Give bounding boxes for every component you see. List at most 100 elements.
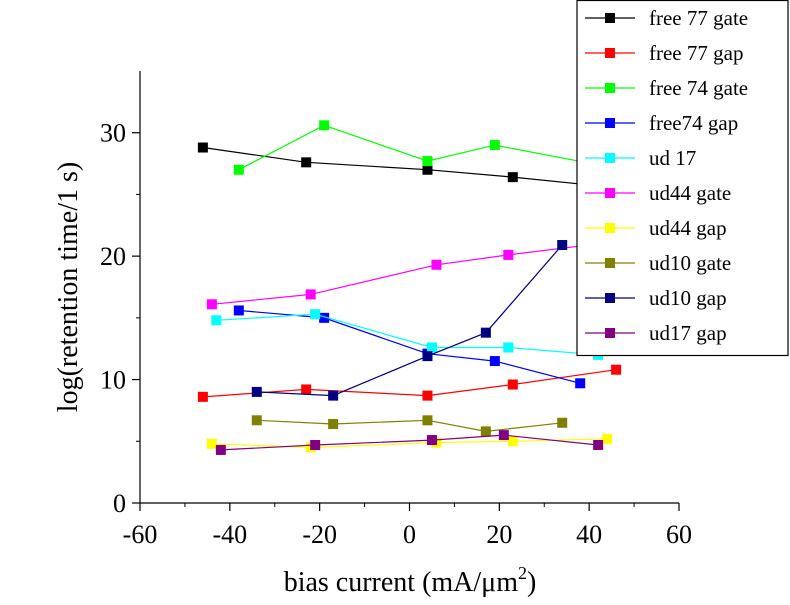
- data-point: [211, 315, 222, 326]
- data-point: [422, 390, 433, 401]
- x-axis-title: bias current (mA/μm2): [284, 563, 537, 598]
- legend-label: ud10 gap: [649, 286, 727, 310]
- legend-label: free 77 gate: [649, 6, 748, 30]
- legend-marker: [605, 293, 615, 303]
- legend-label: ud 17: [649, 146, 696, 170]
- data-point: [422, 351, 433, 362]
- series-3: [233, 305, 586, 389]
- series-5: [206, 238, 604, 310]
- data-point: [507, 379, 518, 390]
- data-point: [602, 433, 613, 444]
- legend-entry: ud44 gate: [585, 181, 731, 205]
- data-point: [233, 164, 244, 175]
- data-point: [305, 289, 316, 300]
- data-point: [310, 439, 321, 450]
- legend-marker: [605, 13, 615, 23]
- x-tick-label: 60: [666, 520, 692, 549]
- series-line: [238, 309, 581, 384]
- series-line: [220, 434, 599, 451]
- series-line: [216, 313, 599, 356]
- legend-entry: ud10 gap: [585, 286, 727, 310]
- data-point: [197, 142, 208, 153]
- data-point: [215, 444, 226, 455]
- data-point: [489, 356, 500, 367]
- data-point: [319, 312, 330, 323]
- legend: free 77 gate free 77 gap free 74 gate free7…: [576, 0, 789, 357]
- y-axis: 0 10 20 30: [100, 119, 140, 518]
- data-point: [301, 384, 312, 395]
- legend-marker: [605, 188, 615, 198]
- legend-entry: free 77 gap: [585, 41, 743, 65]
- series-7: [251, 415, 568, 437]
- legend-marker: [605, 153, 615, 163]
- series-line: [238, 124, 599, 171]
- data-point: [480, 426, 491, 437]
- data-point: [422, 156, 433, 167]
- data-point: [251, 386, 262, 397]
- x-tick-label: 0: [403, 520, 416, 549]
- data-point: [328, 390, 339, 401]
- data-point: [422, 415, 433, 426]
- data-point: [431, 259, 442, 270]
- y-axis-title: log(retention time/1 s): [53, 162, 84, 412]
- legend-entry: ud 17: [585, 146, 696, 170]
- data-point: [426, 435, 437, 446]
- data-point: [507, 172, 518, 183]
- legend-marker: [605, 48, 615, 58]
- series-9: [215, 430, 604, 455]
- series-line: [256, 419, 563, 433]
- legend-label: free 77 gap: [649, 41, 743, 65]
- series-line: [211, 243, 599, 305]
- x-tick-label: 20: [486, 520, 512, 549]
- legend-entry: free 74 gate: [585, 76, 748, 100]
- data-point: [557, 240, 568, 251]
- legend-marker: [605, 83, 615, 93]
- data-point: [480, 327, 491, 338]
- data-point: [310, 309, 321, 320]
- data-point: [301, 157, 312, 168]
- series-layer: [197, 120, 622, 455]
- data-point: [206, 299, 217, 310]
- data-point: [575, 378, 586, 389]
- data-point: [206, 438, 217, 449]
- y-tick-label: 0: [113, 489, 126, 518]
- y-tick-label: 20: [100, 242, 126, 271]
- data-point: [233, 305, 244, 316]
- series-8: [251, 240, 568, 401]
- data-point: [503, 342, 514, 353]
- series-line: [256, 244, 563, 397]
- data-point: [593, 439, 604, 450]
- legend-label: ud10 gate: [649, 251, 731, 275]
- series-0: [197, 142, 604, 191]
- legend-label: ud44 gap: [649, 216, 727, 240]
- data-point: [557, 417, 568, 428]
- data-point: [507, 436, 518, 447]
- y-tick-label: 30: [100, 119, 126, 148]
- series-6: [206, 433, 613, 453]
- data-point: [611, 364, 622, 375]
- legend-marker: [605, 258, 615, 268]
- x-tick-label: -60: [123, 520, 158, 549]
- series-2: [233, 120, 604, 175]
- data-point: [251, 415, 262, 426]
- series-1: [197, 364, 622, 402]
- y-tick-label: 10: [100, 366, 126, 395]
- data-point: [319, 120, 330, 131]
- series-4: [211, 309, 604, 360]
- x-axis: -60 -40 -20 0 20 40 60: [123, 503, 692, 549]
- legend-entry: ud17 gap: [585, 321, 727, 345]
- x-tick-label: -20: [302, 520, 337, 549]
- data-point: [503, 249, 514, 260]
- legend-label: ud44 gate: [649, 181, 731, 205]
- legend-entry: ud10 gate: [585, 251, 731, 275]
- legend-entry: free74 gap: [585, 111, 738, 135]
- legend-marker: [605, 118, 615, 128]
- data-point: [328, 419, 339, 430]
- legend-label: ud17 gap: [649, 321, 727, 345]
- legend-label: free74 gap: [649, 111, 738, 135]
- x-tick-label: 40: [576, 520, 602, 549]
- data-point: [197, 391, 208, 402]
- legend-entry: free 77 gate: [585, 6, 748, 30]
- legend-marker: [605, 223, 615, 233]
